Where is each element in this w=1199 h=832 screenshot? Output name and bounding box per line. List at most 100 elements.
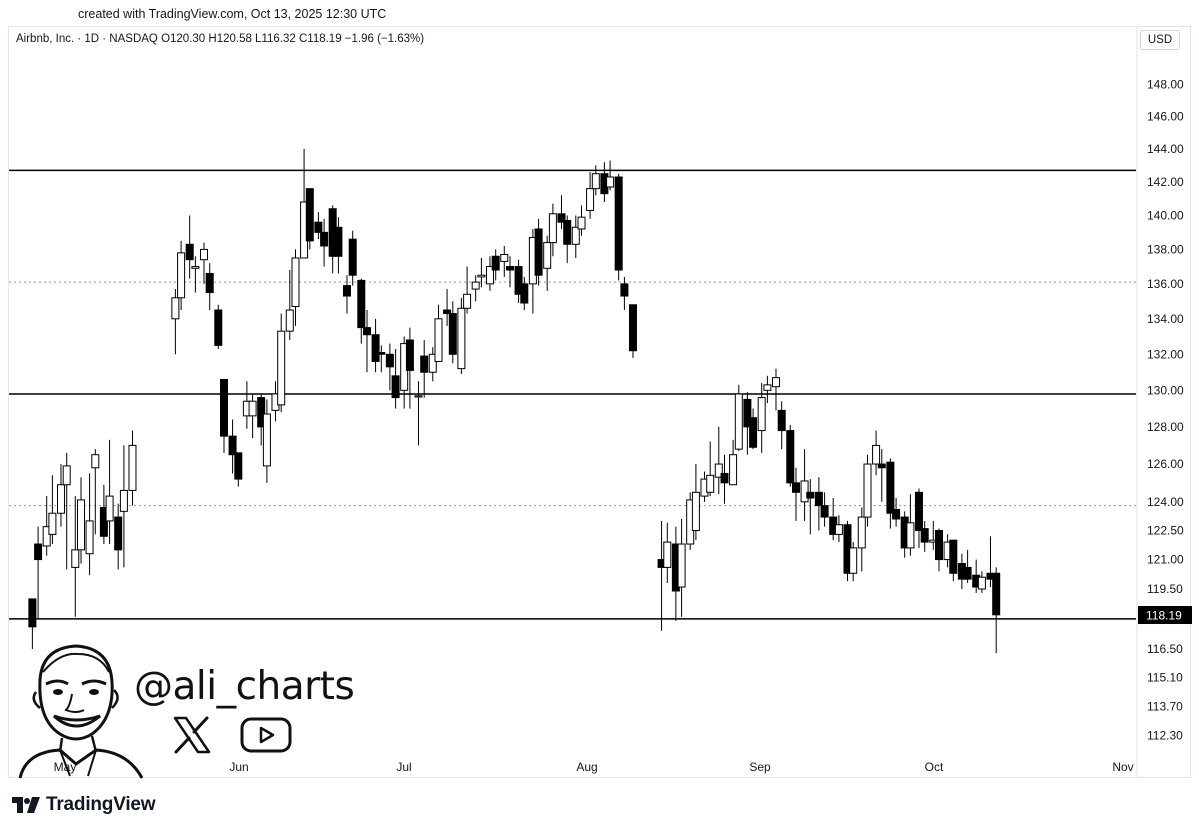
candle <box>734 384 743 451</box>
candle-body-down <box>363 327 371 336</box>
candle-body-up <box>857 516 866 549</box>
candle <box>314 212 323 240</box>
candle <box>291 249 300 326</box>
candle <box>720 454 729 504</box>
x-tick-label: Oct <box>925 760 944 774</box>
candle-body-up <box>91 454 100 469</box>
candle <box>62 452 71 570</box>
currency-button[interactable]: USD <box>1140 30 1180 50</box>
candles-layer <box>28 149 1001 654</box>
candle-body-up <box>729 454 738 486</box>
candle-body-up <box>428 353 437 373</box>
candle-body-down <box>185 243 194 261</box>
candle <box>77 477 85 564</box>
candle <box>119 445 128 568</box>
candle-body-down <box>320 231 329 247</box>
candle <box>420 340 429 398</box>
y-tick-label: 112.30 <box>1147 729 1183 743</box>
candle-body-down <box>935 530 943 561</box>
candle <box>800 449 809 521</box>
chart-frame <box>8 26 1191 778</box>
y-axis[interactable]: 148.00 146.00 144.00 142.00 140.00 138.00 136.… <box>1136 26 1192 778</box>
symbol-legend[interactable]: Airbnb, Inc. · 1D · NASDAQ O120.30 H120.… <box>16 33 425 45</box>
y-tick-label: 148.00 <box>1147 77 1184 91</box>
candle <box>491 249 500 281</box>
candle <box>205 263 214 311</box>
candle-body-up <box>606 176 615 188</box>
y-tick-label: 119.50 <box>1147 582 1183 596</box>
candle-body-up <box>543 242 552 269</box>
candle-body-up <box>863 463 872 518</box>
candle-body-up <box>500 254 509 262</box>
candle-body-up <box>71 549 80 568</box>
candle-body-down <box>385 353 394 368</box>
x-logo-icon <box>173 716 211 754</box>
y-tick-label: 122.50 <box>1147 524 1184 538</box>
candle-body-down <box>914 491 923 532</box>
candle-body-down <box>342 285 351 297</box>
candle-body-up <box>128 444 137 491</box>
candle-body-up <box>119 489 128 512</box>
current-price-tag[interactable] <box>1138 606 1192 625</box>
candle <box>534 218 543 286</box>
candle-body-down <box>614 176 623 271</box>
candle-body-down <box>777 409 786 432</box>
candle <box>357 278 366 344</box>
candle <box>606 160 615 191</box>
candle <box>234 452 243 487</box>
candle <box>872 430 881 476</box>
candle-body-down <box>749 417 758 448</box>
candle <box>128 430 137 506</box>
candle-body-down <box>234 452 243 480</box>
candle-body-down <box>814 491 823 507</box>
candle-body-up <box>591 173 600 190</box>
candle <box>628 304 637 358</box>
candle <box>886 458 895 529</box>
candle <box>377 345 386 373</box>
candle-body-up <box>706 474 715 493</box>
candle <box>48 475 57 545</box>
candle-body-down <box>377 352 386 355</box>
candle <box>363 310 371 373</box>
candle-body-down <box>371 334 380 362</box>
candle-body-down <box>448 313 457 355</box>
candle <box>105 439 114 545</box>
candle-body-down <box>628 304 637 352</box>
candle-body-down <box>348 238 357 276</box>
candle <box>342 275 351 314</box>
y-tick-label: 136.00 <box>1147 277 1184 291</box>
candle-body-up <box>277 330 286 406</box>
candle-body-down <box>786 430 795 484</box>
candle <box>34 526 43 619</box>
candle-body-up <box>977 576 986 590</box>
candle-body-up <box>414 395 423 398</box>
candle-body-up <box>771 377 780 388</box>
y-tick-label: 121.00 <box>1147 553 1184 567</box>
candle <box>771 368 780 411</box>
candle <box>563 215 572 264</box>
candle <box>443 289 452 326</box>
candle <box>385 343 394 391</box>
candle <box>557 195 566 229</box>
y-tick-label: 126.00 <box>1147 457 1184 471</box>
candle <box>677 518 686 617</box>
avatar-caricature-icon <box>18 644 144 779</box>
tradingview-logo[interactable]: TradingView <box>12 794 156 816</box>
candle <box>405 327 414 409</box>
x-tick-label: Jun <box>229 760 248 774</box>
candle <box>471 275 480 302</box>
x-axis[interactable]: May Jun Jul Aug Sep Oct Nov <box>54 760 1134 774</box>
candle-body-down <box>305 188 314 242</box>
candle-body-down <box>257 397 266 428</box>
candle <box>763 375 772 404</box>
candle <box>500 245 509 277</box>
candle-body-up <box>85 520 94 555</box>
candle <box>285 270 294 341</box>
candle-body-down <box>334 226 343 257</box>
candle-body-down <box>557 213 566 223</box>
y-tick-label: 134.00 <box>1147 312 1184 326</box>
candle-body-down <box>314 221 323 233</box>
candle <box>485 256 494 291</box>
candle <box>334 217 343 274</box>
